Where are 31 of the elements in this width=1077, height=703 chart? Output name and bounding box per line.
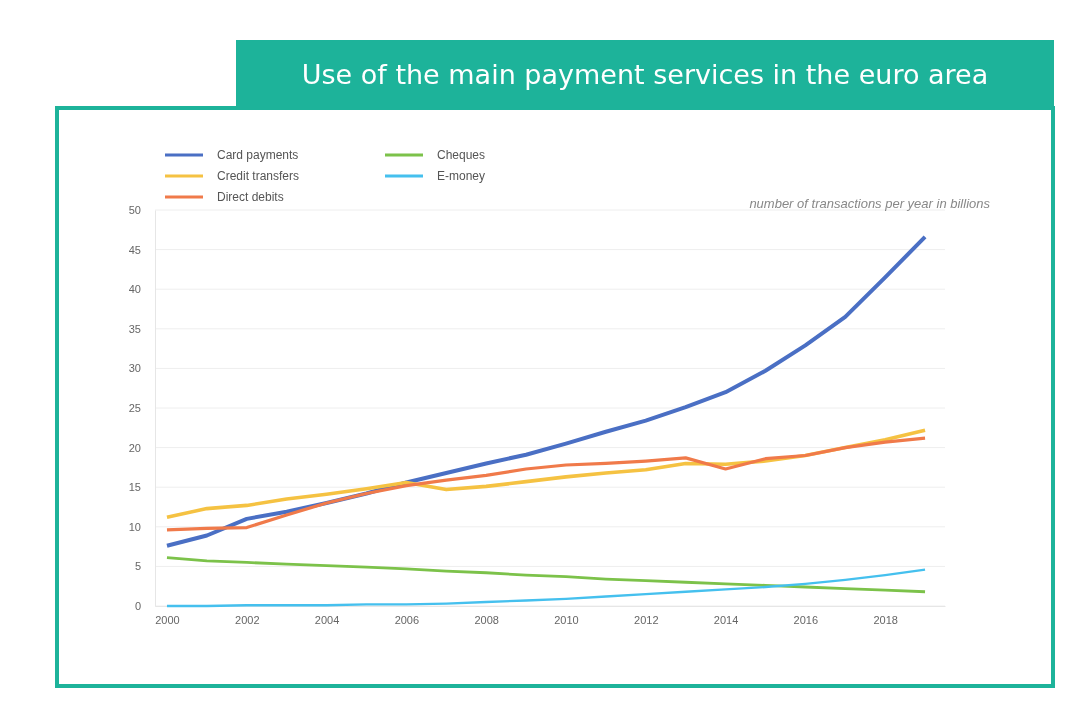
x-tick-label: 2016: [793, 613, 819, 626]
y-tick-label: 15: [128, 481, 141, 494]
x-tick-label: 2006: [394, 613, 420, 626]
y-tick-label: 25: [128, 402, 141, 415]
x-tick-label: 2018: [873, 613, 898, 626]
legend-label: Cheques: [437, 148, 486, 162]
x-tick-label: 2014: [713, 613, 739, 626]
x-tick-label: 2002: [235, 613, 260, 626]
legend-label: Card payments: [217, 148, 299, 162]
y-tick-label: 50: [128, 204, 141, 217]
line-series: [165, 556, 927, 594]
y-tick-label: 30: [128, 362, 141, 375]
y-tick-label: 10: [128, 520, 141, 533]
x-tick-label: 2004: [314, 613, 340, 626]
y-tick-label: 40: [128, 283, 141, 296]
y-tick-label: 0: [134, 600, 141, 613]
line-series: [165, 436, 927, 532]
y-tick-label: 35: [128, 322, 141, 335]
legend-label: Credit transfers: [217, 169, 300, 183]
legend-label: E-money: [437, 169, 486, 183]
legend-label: Direct debits: [217, 190, 284, 204]
x-tick-label: 2012: [634, 613, 659, 626]
x-tick-label: 2010: [554, 613, 579, 626]
y-tick-label: 45: [128, 243, 141, 256]
line-series: [165, 568, 927, 608]
y-tick-label: 5: [134, 560, 141, 573]
x-tick-label: 2008: [474, 613, 499, 626]
y-axis-title: number of transactions per year in billions: [749, 196, 991, 211]
y-tick-label: 20: [128, 441, 141, 454]
chart-title: Use of the main payment services in the euro area: [301, 59, 989, 90]
x-tick-label: 2000: [155, 613, 180, 626]
